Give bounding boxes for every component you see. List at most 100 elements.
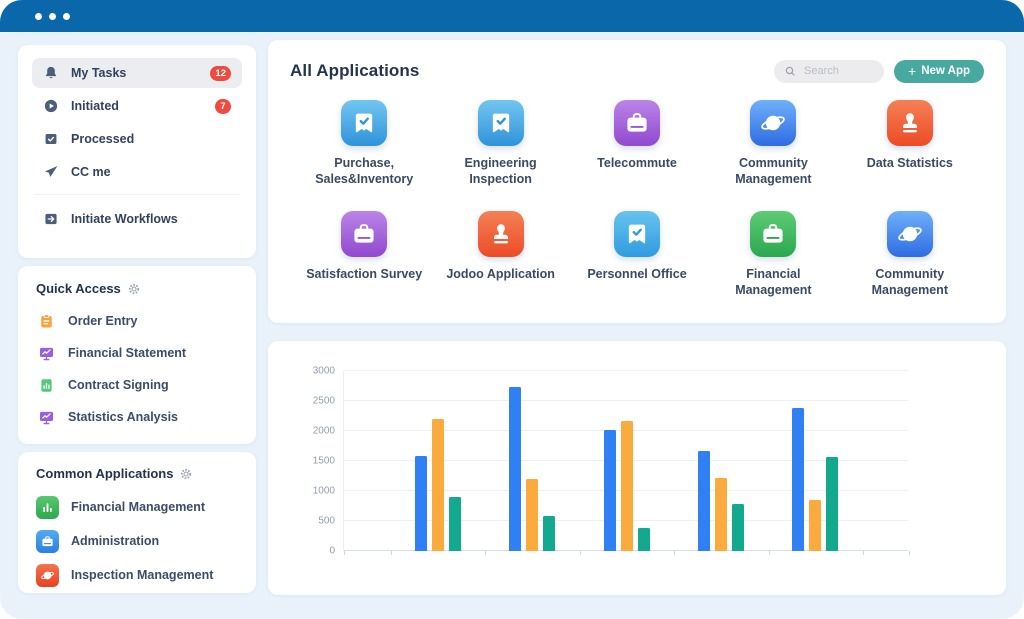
new-app-label: New App — [921, 65, 970, 77]
sidebar-item-label: Initiate Workflows — [71, 212, 178, 226]
tasks-card: My Tasks 12 Initiated 7 Processed CC me Initia… — [18, 45, 256, 258]
quick-access-label: Financial Statement — [68, 346, 187, 360]
archive-check-icon — [43, 131, 59, 147]
sidebar-item-cc-me[interactable]: CC me — [32, 157, 242, 187]
y-axis-tick-label: 2500 — [312, 395, 335, 407]
bar-series-orange — [808, 500, 821, 551]
common-app-item-inspection-management[interactable]: Inspection Management — [34, 558, 240, 592]
window-dot-icon[interactable] — [63, 12, 70, 20]
gridline — [344, 370, 908, 371]
gear-icon[interactable] — [127, 282, 141, 296]
bar-series-orange — [526, 479, 539, 551]
quick-access-item-financial-statement[interactable]: Financial Statement — [34, 337, 240, 369]
briefcase-icon — [36, 529, 59, 553]
common-applications-card: Common Applications Financial Management… — [18, 452, 256, 593]
app-tile-data-statistics[interactable]: Data Statistics — [842, 100, 978, 188]
briefcase-icon — [750, 210, 797, 257]
x-axis-tick — [674, 551, 676, 555]
app-tile-label: Financial Management — [735, 266, 812, 297]
monitor-chart-icon — [38, 409, 55, 426]
bar-series-green — [825, 456, 838, 551]
briefcase-icon — [341, 210, 388, 257]
bar-series-blue — [791, 407, 804, 551]
statistics-chart-card: 0 500 1000 1500 2000 2500 3000 — [268, 341, 1006, 595]
bar-series-blue — [603, 429, 616, 551]
bar-group-4 — [674, 371, 768, 551]
app-tile-jodoo-application[interactable]: Jodoo Application — [432, 210, 568, 299]
bar-chart: 0 500 1000 1500 2000 2500 3000 — [313, 366, 910, 557]
check-ribbon-icon — [341, 100, 388, 146]
search-input[interactable] — [802, 64, 875, 78]
window-dot-icon[interactable] — [49, 12, 56, 20]
common-app-label: Inspection Management — [71, 568, 214, 582]
x-axis-tick — [344, 551, 345, 555]
sidebar-item-label: My Tasks — [71, 66, 127, 80]
app-tile-community-management[interactable]: Community Management — [842, 210, 978, 299]
app-tile-financial-management[interactable]: Financial Management — [705, 210, 841, 299]
sidebar-item-initiated[interactable]: Initiated 7 — [32, 91, 242, 121]
sidebar: My Tasks 12 Initiated 7 Processed CC me Initia… — [18, 45, 256, 619]
x-axis-tick — [579, 551, 581, 555]
bell-icon — [43, 65, 59, 81]
app-tile-satisfaction-survey[interactable]: Satisfaction Survey — [296, 210, 432, 299]
sidebar-item-my-tasks[interactable]: My Tasks 12 — [32, 58, 242, 88]
badge-count: 7 — [215, 98, 231, 114]
common-app-label: Financial Management — [71, 500, 206, 514]
common-applications-title: Common Applications — [36, 466, 174, 481]
common-app-label: Administration — [71, 534, 160, 548]
app-tile-purchase-sales-inventory[interactable]: Purchase, Sales&Inventory — [296, 100, 432, 188]
quick-access-title: Quick Access — [36, 281, 121, 296]
sidebar-item-initiate-workflows[interactable]: Initiate Workflows — [32, 204, 242, 234]
check-ribbon-icon — [613, 210, 660, 257]
badge-count: 12 — [210, 65, 231, 81]
stamp-icon — [886, 100, 933, 146]
quick-access-item-contract-signing[interactable]: Contract Signing — [34, 369, 240, 401]
bar-groups — [391, 371, 862, 551]
search-box[interactable] — [774, 59, 885, 83]
sidebar-item-label: Initiated — [71, 99, 119, 113]
quick-access-card: Quick Access Order Entry Financial Statem… — [18, 266, 256, 444]
quick-access-item-order-entry[interactable]: Order Entry — [34, 305, 240, 337]
app-tile-community-management[interactable]: Community Management — [705, 100, 841, 188]
window-dot-icon[interactable] — [35, 12, 42, 20]
app-tile-label: Data Statistics — [866, 156, 953, 170]
clipboard-icon — [38, 313, 55, 330]
x-axis-tick — [768, 551, 770, 555]
common-app-item-administration[interactable]: Administration — [34, 524, 240, 558]
quick-access-item-statistics-analysis[interactable]: Statistics Analysis — [34, 401, 240, 433]
quick-access-label: Order Entry — [68, 314, 138, 328]
bar-series-blue — [509, 387, 522, 551]
planet-icon — [750, 100, 797, 146]
document-chart-icon — [38, 377, 55, 394]
paper-plane-icon — [43, 164, 59, 180]
gridline — [344, 400, 908, 401]
page-title: All Applications — [290, 61, 420, 80]
sidebar-item-processed[interactable]: Processed — [32, 124, 242, 154]
x-axis-tick — [485, 551, 487, 555]
main-panel: All Applications + New App Purchase, Sal… — [268, 40, 1006, 619]
bar-series-green — [543, 515, 556, 551]
app-tile-label: Satisfaction Survey — [306, 266, 423, 281]
app-tile-personnel-office[interactable]: Personnel Office — [569, 210, 705, 299]
app-tile-label: Purchase, Sales&Inventory — [315, 156, 414, 187]
y-axis-tick-label: 1500 — [312, 455, 335, 467]
planet-icon — [36, 563, 59, 587]
common-app-item-financial-management[interactable]: Financial Management — [34, 490, 240, 524]
play-circle-icon — [43, 98, 59, 114]
new-app-button[interactable]: + New App — [894, 59, 984, 83]
app-tile-telecommute[interactable]: Telecommute — [569, 100, 705, 188]
app-tile-label: Community Management — [871, 266, 948, 297]
bar-series-green — [637, 527, 650, 551]
y-axis-tick-label: 1000 — [312, 485, 335, 497]
bar-series-blue — [415, 456, 428, 551]
app-tile-engineering-inspection[interactable]: Engineering Inspection — [432, 100, 568, 188]
gear-icon[interactable] — [179, 467, 193, 481]
window-titlebar — [0, 0, 1024, 32]
bar-series-green — [731, 504, 744, 551]
bar-series-orange — [432, 419, 445, 551]
quick-access-label: Statistics Analysis — [68, 410, 179, 424]
workflow-arrow-icon — [43, 211, 59, 227]
bar-chart-icon — [36, 495, 59, 519]
check-ribbon-icon — [477, 100, 524, 146]
bar-series-orange — [620, 420, 633, 551]
